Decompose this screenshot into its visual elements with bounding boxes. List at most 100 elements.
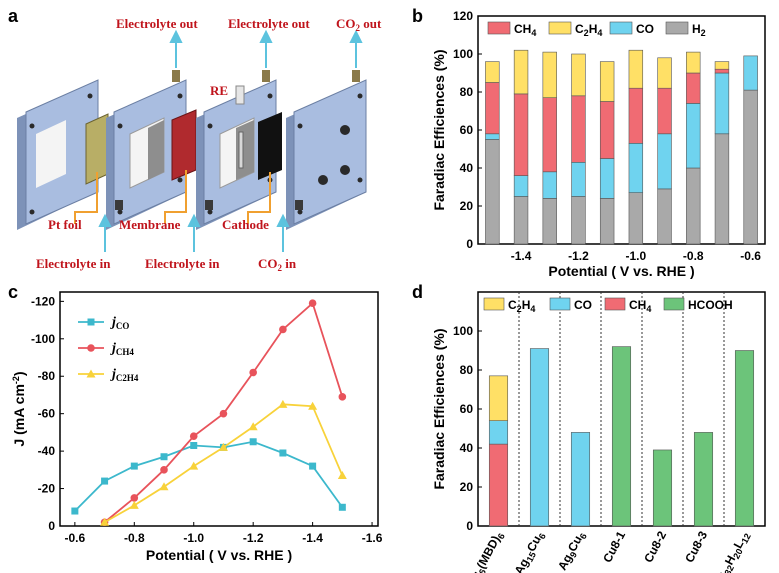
data-point-c: [87, 318, 95, 326]
x-tick-label-c: -1.0: [183, 531, 204, 545]
panel-letter-d: d: [412, 282, 423, 302]
data-point-c: [278, 399, 288, 408]
bar-segment-b: [599, 198, 615, 245]
x-axis-title-b: Potential ( V vs. RHE ): [548, 263, 694, 279]
data-point-c: [279, 325, 287, 334]
bar-segment-d: [570, 432, 591, 527]
y-axis-title-c: J (mA cm-2): [11, 371, 27, 446]
bar-segment-b: [542, 171, 557, 199]
bar-segment-b: [657, 87, 672, 135]
bar-segment-b: [686, 51, 701, 74]
y-tick-label-c: -100: [31, 332, 55, 346]
label-membrane: Membrane: [119, 217, 181, 232]
legend-label-b: C2H4: [575, 22, 602, 38]
y-tick-label-b: 0: [466, 237, 473, 251]
label-electrolyte-out-1: Electrolyte out: [116, 16, 198, 31]
bar-segment-b: [743, 55, 758, 91]
legend-label-c: jC2H4: [110, 367, 139, 383]
label-electrolyte-in-2: Electrolyte in: [145, 256, 220, 271]
cathode: [258, 112, 282, 180]
data-point-c: [337, 470, 347, 479]
plate-anode-chamber: [106, 70, 187, 230]
x-tick-label-c: -0.6: [65, 531, 86, 545]
data-point-c: [100, 517, 110, 526]
data-point-c: [308, 299, 317, 308]
data-point-c: [159, 482, 169, 491]
y-tick-label-c: -80: [38, 369, 56, 383]
data-point-c: [189, 432, 198, 440]
legend-swatch-b: [548, 21, 572, 35]
plate-anode-end: [17, 79, 99, 230]
y-tick-label-b: 120: [453, 9, 473, 23]
x-axis-title-c: Potential ( V vs. RHE ): [146, 547, 292, 563]
legend-label-b: CH4: [514, 22, 536, 38]
y-tick-label-c: -120: [31, 294, 55, 308]
bar-segment-b: [657, 57, 672, 89]
plate-window: [36, 120, 66, 188]
data-point-c: [130, 494, 139, 502]
bar-segment-b: [714, 133, 730, 245]
bar-segment-b: [657, 133, 672, 190]
bar-segment-d: [652, 449, 673, 527]
data-point-c: [129, 500, 139, 509]
y-tick-label-b: 60: [460, 123, 474, 137]
series-line-c: [74, 440, 344, 512]
y-tick-label-b: 100: [453, 47, 473, 61]
data-point-c: [309, 462, 317, 470]
legend-swatch-d: [483, 297, 505, 311]
y-tick-label-d: 0: [466, 519, 473, 533]
plate-gas-chamber: [286, 70, 367, 230]
bar-segment-b: [542, 97, 557, 173]
x-tick-label-c: -1.4: [302, 531, 323, 545]
label-electrolyte-in-1: Electrolyte in: [36, 256, 111, 271]
reference-electrode: [235, 85, 245, 105]
x-tick-label-b: -1.0: [626, 249, 647, 263]
bar-segment-b: [513, 175, 529, 197]
bar-segment-b: [513, 49, 529, 95]
bar-segment-b: [542, 51, 557, 98]
bar-segment-b: [714, 61, 730, 70]
bar-segment-b: [485, 82, 500, 135]
legend-label-b: H2: [692, 22, 706, 38]
bar-segment-b: [628, 49, 644, 89]
data-point-c: [189, 461, 199, 470]
x-category-label-d: Cu8-1: [600, 529, 628, 565]
data-point-c: [338, 503, 346, 511]
data-point-c: [338, 393, 347, 401]
x-category-label-d: Ag15Cu6: [512, 529, 548, 573]
bar-segment-d: [488, 375, 509, 422]
data-point-c: [87, 344, 95, 352]
x-category-label-d: Cu8-2: [641, 529, 669, 565]
legend-label-c: jCO: [110, 315, 129, 331]
bar-segment-b: [628, 192, 644, 245]
label-cathode: Cathode: [222, 217, 269, 232]
label-co2-out: CO2 out: [336, 16, 382, 33]
data-point-c: [101, 477, 109, 485]
flow-arrows: [98, 29, 363, 252]
y-tick-label-b: 40: [460, 161, 474, 175]
x-tick-label-b: -0.6: [740, 249, 761, 263]
bar-segment-b: [571, 162, 586, 197]
data-point-c: [86, 369, 96, 378]
x-tick-label-b: -1.2: [568, 249, 589, 263]
x-tick-label-c: -0.8: [124, 531, 145, 545]
data-point-c: [308, 401, 318, 410]
bar-segment-b: [628, 87, 644, 144]
bar-segment-b: [599, 101, 615, 159]
bar-segment-b: [628, 143, 644, 194]
panel-letter-b: b: [412, 6, 423, 26]
data-point-c: [248, 422, 258, 431]
bar-segment-b: [657, 188, 672, 245]
legend-label-d: HCOOH: [688, 298, 733, 312]
x-category-label-d: Cu6(MBD)6: [464, 529, 507, 573]
legend-label-d: CH4: [629, 298, 651, 314]
bar-segment-d: [611, 346, 632, 527]
legend-swatch-d: [549, 297, 571, 311]
y-tick-label-d: 80: [460, 363, 474, 377]
legend-label-d: C2H4: [508, 298, 535, 314]
bar-segment-b: [714, 68, 730, 74]
plot-frame-c: [59, 291, 379, 527]
y-tick-label-d: 20: [460, 480, 474, 494]
bar-segment-b: [485, 61, 500, 83]
